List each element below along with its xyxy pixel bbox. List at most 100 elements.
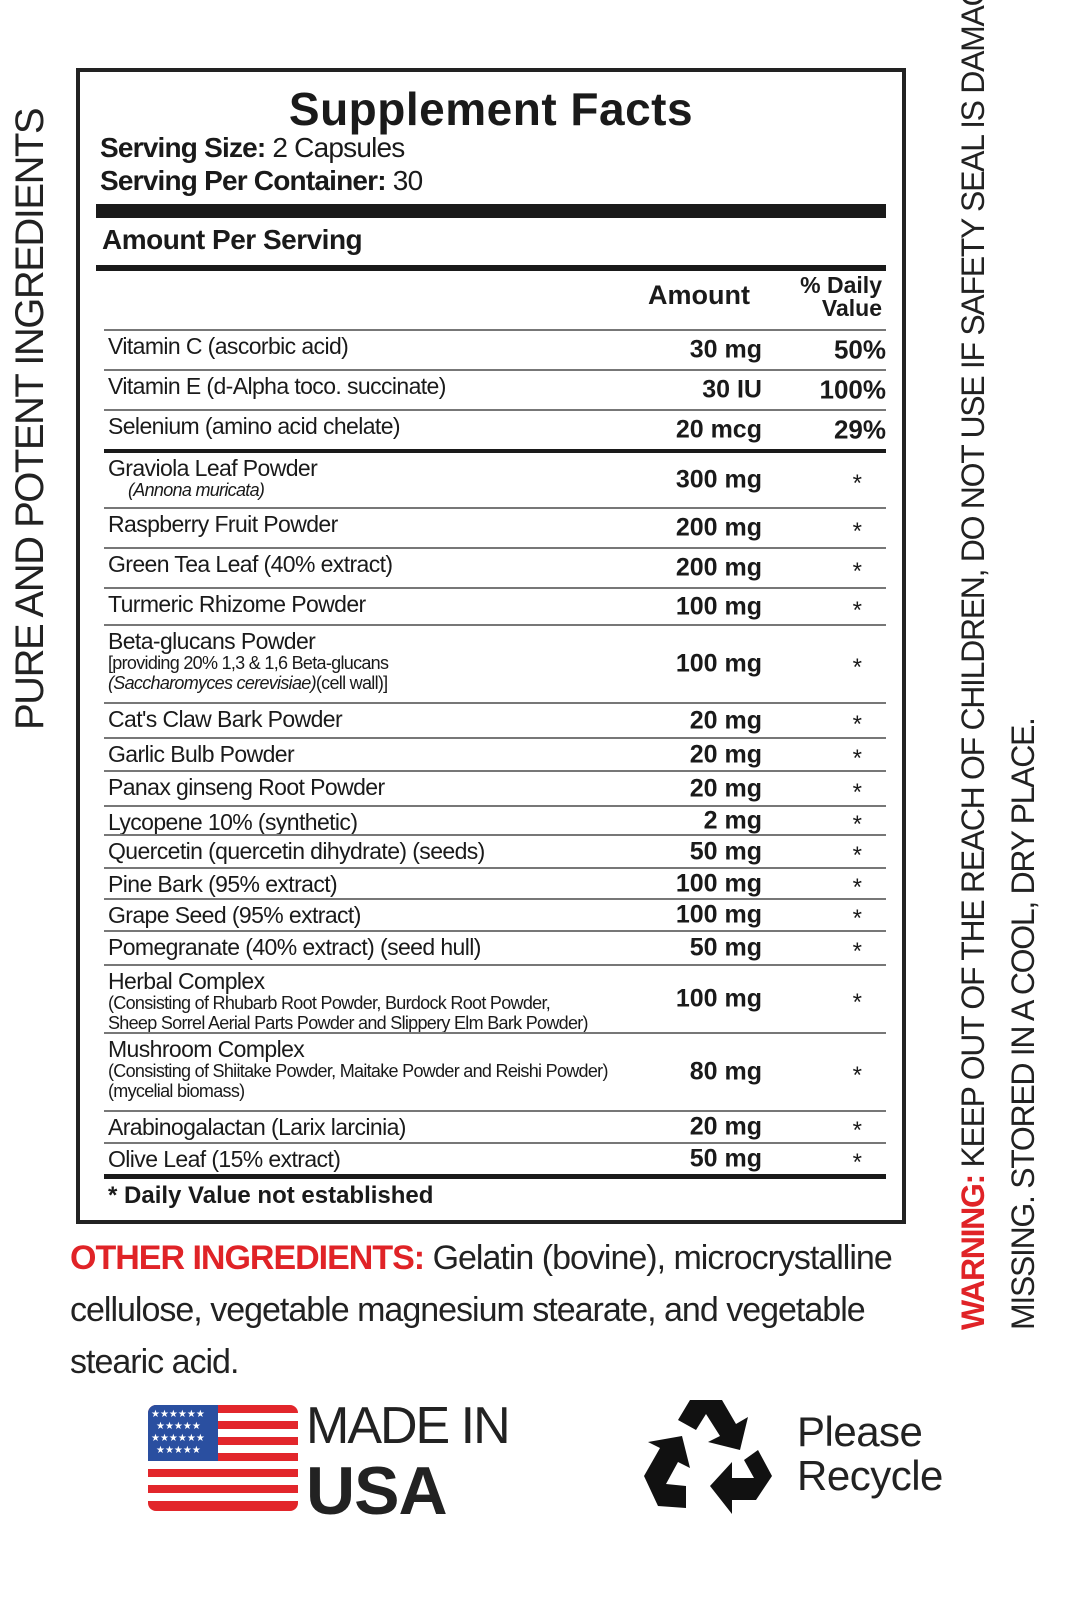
ingredient-subtext-2: (mycelial biomass) xyxy=(108,1081,608,1101)
recycle-icon xyxy=(644,1400,772,1514)
ingredient-row: Pine Bark (95% extract) 100 mg * xyxy=(104,867,886,901)
ingredient-daily-value: * xyxy=(852,905,862,933)
svg-text:★★★★★★: ★★★★★★ xyxy=(151,1409,205,1420)
ingredient-name-text: Pomegranate (40% extract) (seed hull) xyxy=(108,934,481,960)
amount-per-serving: Amount Per Serving xyxy=(102,224,363,255)
ingredient-daily-value: * xyxy=(852,873,862,901)
ingredient-name: Lycopene 10% (synthetic) xyxy=(108,810,358,834)
ingredient-daily-value: 100% xyxy=(819,374,887,405)
ingredient-name-text: Garlic Bulb Powder xyxy=(108,741,295,767)
ingredient-daily-value: * xyxy=(852,518,862,546)
ingredient-name: Cat's Claw Bark Powder xyxy=(108,706,343,732)
ingredient-name: Pomegranate (40% extract) (seed hull) xyxy=(108,935,481,959)
footnote: * Daily Value not established xyxy=(108,1182,434,1209)
recycle-label: Recycle xyxy=(797,1452,943,1499)
ingredient-subtext-2: (Saccharomyces cerevisiae)(cell wall)] xyxy=(108,673,388,693)
ingredient-name-text: Mushroom Complex xyxy=(108,1036,305,1062)
ingredient-row: Vitamin C (ascorbic acid) 30 mg 50% xyxy=(104,329,886,369)
warning-line-1: KEEP OUT OF THE REACH OF CHILDREN, DO NO… xyxy=(955,0,991,1168)
warning-line-2: MISSING. STORED IN A COOL, DRY PLACE. xyxy=(1005,718,1041,1330)
svg-text:★★★★★★: ★★★★★★ xyxy=(151,1433,205,1444)
ingredient-name-text: Beta-glucans Powder xyxy=(108,628,316,654)
ingredient-name: Beta-glucans Powder [providing 20% 1,3 & … xyxy=(108,628,389,693)
serving-size-value: 2 Capsules xyxy=(272,132,405,163)
ingredient-amount: 30 IU xyxy=(702,375,762,404)
ingredient-name: Olive Leaf (15% extract) xyxy=(108,1146,341,1172)
ingredient-daily-value: * xyxy=(852,710,862,738)
ingredient-amount: 100 mg xyxy=(675,869,762,897)
ingredient-name: Quercetin (quercetin dihydrate) (seeds) xyxy=(108,839,485,863)
ingredient-name: Panax ginseng Root Powder xyxy=(108,775,385,799)
ingredient-daily-value: * xyxy=(852,1149,862,1177)
ingredient-row: Selenium (amino acid chelate) 20 mcg 29% xyxy=(104,409,886,449)
ingredient-row: Olive Leaf (15% extract) 50 mg * xyxy=(104,1142,886,1177)
other-ingredients-text: Gelatin (bovine), microcrystalline cellu… xyxy=(70,1239,893,1381)
ingredient-row: Cat's Claw Bark Powder 20 mg * xyxy=(104,702,886,738)
ingredient-name-text: Cat's Claw Bark Powder xyxy=(108,706,343,732)
please-label: Please xyxy=(797,1408,923,1455)
ingredient-name-text: Grape Seed (95% extract) xyxy=(108,902,361,928)
ingredient-name-text: Olive Leaf (15% extract) xyxy=(108,1146,341,1172)
ingredient-name-text: Green Tea Leaf (40% extract) xyxy=(108,551,393,577)
ingredient-amount: 20 mg xyxy=(689,740,762,768)
ingredient-amount: 100 mg xyxy=(675,984,762,1013)
ingredient-latin-name: (Saccharomyces cerevisiae) xyxy=(108,673,317,693)
ingredient-row: Quercetin (quercetin dihydrate) (seeds) 5… xyxy=(104,834,886,869)
ingredient-name-text: Turmeric Rhizome Powder xyxy=(108,591,366,617)
ingredient-subtext: (Consisting of Rhubarb Root Powder, Burd… xyxy=(108,993,551,1013)
ingredient-row: Vitamin E (d-Alpha toco. succinate) 30 IU… xyxy=(104,369,886,409)
ingredient-name-text: Quercetin (quercetin dihydrate) (seeds) xyxy=(108,838,485,864)
ingredient-daily-value: * xyxy=(852,744,862,772)
usa-flag-icon: ★★★★★★★★★★★★★★★★★★★★★★ xyxy=(148,1405,298,1511)
ingredient-amount: 200 mg xyxy=(675,513,762,542)
ingredient-amount: 50 mg xyxy=(689,837,762,865)
ingredient-subtext-2-text: (cell wall)] xyxy=(315,673,388,693)
ingredient-row: Herbal Complex (Consisting of Rhubarb Roo… xyxy=(104,964,886,1033)
ingredient-name: Vitamin C (ascorbic acid) xyxy=(108,334,349,358)
ingredient-amount: 2 mg xyxy=(703,806,762,834)
ingredient-row: Green Tea Leaf (40% extract) 200 mg * xyxy=(104,547,886,587)
ingredient-name: Green Tea Leaf (40% extract) xyxy=(108,552,393,576)
ingredient-daily-value: * xyxy=(852,810,862,838)
servings-label: Serving Per Container: xyxy=(100,165,387,196)
panel-title: Supplement Facts xyxy=(288,83,694,135)
thick-divider xyxy=(96,204,886,218)
ingredient-subtext: [providing 20% 1,3 & 1,6 Beta-glucans xyxy=(108,653,389,673)
ingredient-name: Graviola Leaf Powder (Annona muricata) xyxy=(108,455,318,500)
ingredient-row: Mushroom Complex (Consisting of Shiitake … xyxy=(104,1032,886,1110)
ingredient-daily-value: * xyxy=(852,989,862,1017)
ingredient-row: Beta-glucans Powder [providing 20% 1,3 & … xyxy=(104,624,886,702)
dv-header-line-1: % Daily xyxy=(800,272,882,298)
ingredient-row: Lycopene 10% (synthetic) 2 mg * xyxy=(104,805,886,838)
ingredient-name-text: Selenium (amino acid chelate) xyxy=(108,413,401,439)
ingredient-name-text: Graviola Leaf Powder xyxy=(108,455,318,481)
ingredient-amount: 300 mg xyxy=(675,465,762,494)
dv-header-line-2: Value xyxy=(821,295,882,321)
ingredient-name: Mushroom Complex (Consisting of Shiitake … xyxy=(108,1037,608,1101)
ingredient-daily-value: * xyxy=(852,841,862,869)
ingredient-name: Raspberry Fruit Powder xyxy=(108,512,338,536)
ingredient-amount: 20 mg xyxy=(689,1112,762,1141)
ingredient-amount: 100 mg xyxy=(675,592,762,620)
ingredient-amount: 100 mg xyxy=(675,649,762,678)
ingredient-name: Herbal Complex (Consisting of Rhubarb Roo… xyxy=(108,968,589,1033)
divider xyxy=(96,265,886,271)
svg-text:★★★★★: ★★★★★ xyxy=(156,1421,201,1432)
ingredient-name-text: Herbal Complex xyxy=(108,968,265,994)
ingredient-row: Garlic Bulb Powder 20 mg * xyxy=(104,737,886,772)
column-header-amount: Amount xyxy=(648,280,750,310)
ingredient-name: Selenium (amino acid chelate) xyxy=(108,413,401,439)
ingredient-amount: 50 mg xyxy=(689,1144,762,1173)
other-ingredients-label: OTHER INGREDIENTS: xyxy=(70,1239,425,1277)
ingredient-row: Pomegranate (40% extract) (seed hull) 50 … xyxy=(104,930,886,965)
serving-size-label: Serving Size: xyxy=(100,132,266,163)
servings-value: 30 xyxy=(392,165,423,196)
warning-label: WARNING: xyxy=(955,1175,991,1330)
ingredient-table: Vitamin C (ascorbic acid) 30 mg 50% Vitamin… xyxy=(104,329,886,1177)
ingredient-amount: 80 mg xyxy=(689,1057,762,1086)
ingredient-name: Grape Seed (95% extract) xyxy=(108,903,361,927)
servings-per-container: Serving Per Container: 30 xyxy=(100,165,423,197)
ingredient-daily-value: * xyxy=(852,470,862,498)
ingredient-amount: 50 mg xyxy=(689,933,762,962)
ingredient-amount: 30 mg xyxy=(689,335,762,364)
